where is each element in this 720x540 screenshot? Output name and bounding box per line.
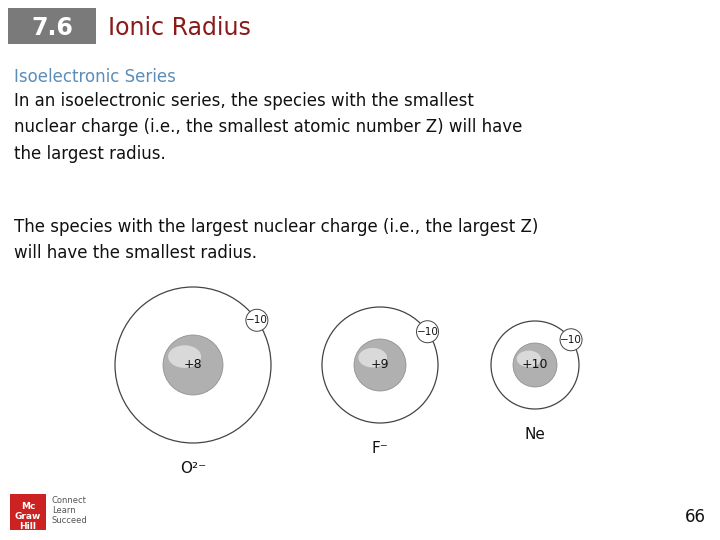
Text: Connect: Connect [52, 496, 87, 505]
Text: Isoelectronic Series: Isoelectronic Series [14, 68, 176, 86]
Circle shape [354, 339, 406, 391]
FancyBboxPatch shape [10, 494, 46, 530]
Text: −10: −10 [246, 315, 268, 325]
Ellipse shape [168, 346, 201, 368]
Text: Graw: Graw [15, 512, 41, 521]
Text: Learn: Learn [52, 506, 76, 515]
Text: F⁻: F⁻ [372, 441, 388, 456]
Text: +10: +10 [522, 359, 548, 372]
Circle shape [416, 321, 438, 343]
Text: Hill: Hill [19, 522, 37, 531]
Ellipse shape [359, 348, 387, 368]
Text: Ionic Radius: Ionic Radius [108, 16, 251, 40]
Circle shape [163, 335, 223, 395]
Circle shape [246, 309, 268, 331]
Text: O²⁻: O²⁻ [180, 461, 206, 476]
Text: Ne: Ne [525, 427, 546, 442]
Text: +8: +8 [184, 359, 202, 372]
Text: −10: −10 [417, 327, 438, 337]
Text: The species with the largest nuclear charge (i.e., the largest Z)
will have the : The species with the largest nuclear cha… [14, 218, 539, 262]
FancyBboxPatch shape [8, 8, 96, 44]
Circle shape [513, 343, 557, 387]
Text: 7.6: 7.6 [31, 16, 73, 40]
Ellipse shape [517, 350, 541, 367]
Text: In an isoelectronic series, the species with the smallest
nuclear charge (i.e., : In an isoelectronic series, the species … [14, 92, 523, 163]
Circle shape [560, 329, 582, 351]
Text: Mc: Mc [21, 502, 35, 511]
Text: Succeed: Succeed [52, 516, 88, 525]
Text: −10: −10 [560, 335, 582, 345]
Text: +9: +9 [371, 359, 390, 372]
Text: 66: 66 [685, 508, 706, 526]
